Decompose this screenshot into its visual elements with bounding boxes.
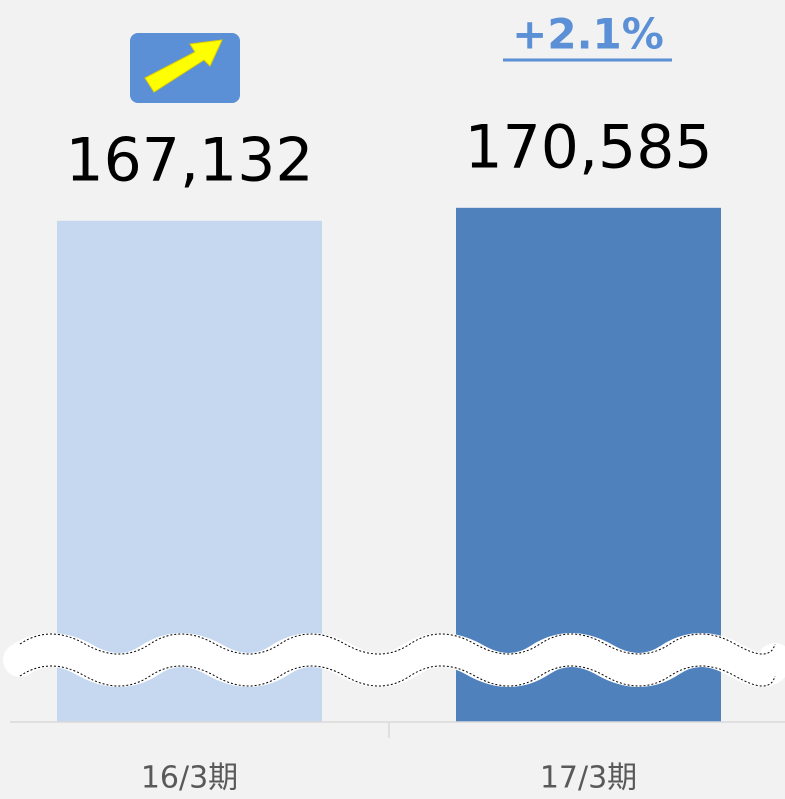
break-band bbox=[3, 633, 785, 687]
x-tick-label: 16/3期 bbox=[141, 761, 238, 796]
break-edge bbox=[19, 665, 776, 687]
axis-break bbox=[3, 633, 785, 687]
value-label: 167,132 bbox=[65, 125, 313, 195]
up-arrow bbox=[144, 39, 223, 93]
value-label: 170,585 bbox=[464, 112, 712, 182]
break-edge bbox=[19, 633, 776, 655]
bars bbox=[57, 207, 721, 722]
x-tick-label: 17/3期 bbox=[540, 761, 637, 796]
change-annotation: +2.1% bbox=[512, 10, 664, 59]
trend-icon bbox=[130, 33, 240, 103]
